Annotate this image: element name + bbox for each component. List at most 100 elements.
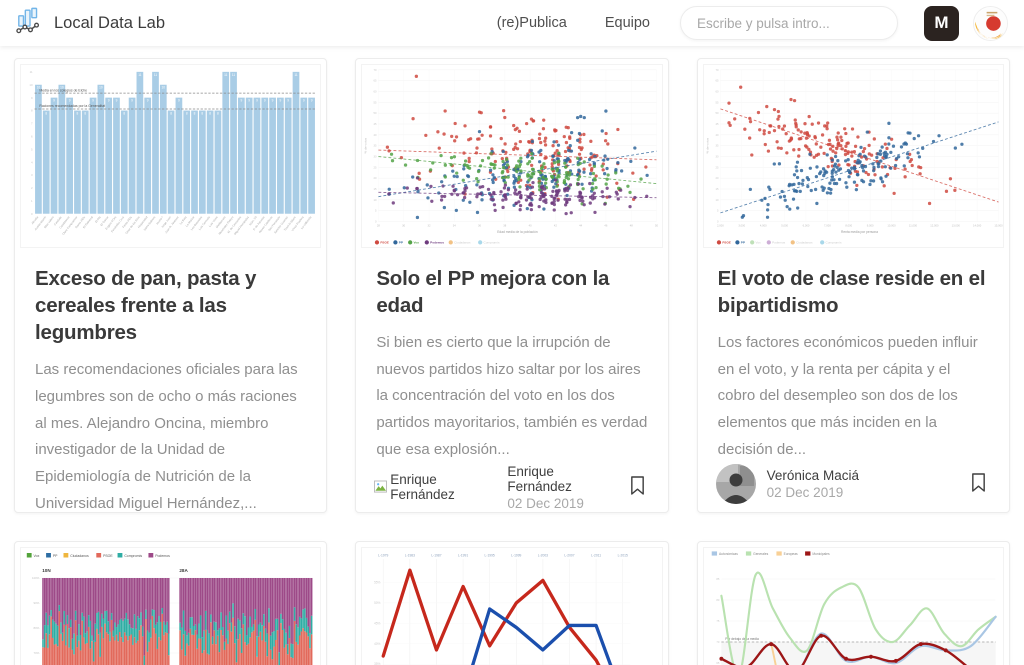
svg-text:20: 20 [374,176,377,180]
svg-text:42: 42 [554,223,557,227]
search-box [680,6,898,40]
svg-text:8,000: 8,000 [845,223,852,227]
svg-text:10: 10 [60,86,64,90]
svg-text:55%: 55% [375,580,381,584]
svg-text:Ciudadanos: Ciudadanos [70,554,89,558]
svg-text:2,000: 2,000 [717,223,724,227]
article-excerpt: Las recomendaciones oficiales para las l… [35,361,298,512]
svg-text:6,000: 6,000 [802,223,809,227]
article-card-participacion[interactable]: 85807570656055Por debajo de la mediaAuto… [696,541,1010,665]
nav-equipo[interactable]: Equipo [604,15,650,31]
article-chart-thumbnail[interactable]: Vox PP Ciudadanos PSOE Compromís Podemos 100% 9… [20,547,322,665]
user-avatar-m[interactable]: M [924,5,959,41]
svg-text:PP: PP [53,554,58,558]
svg-text:30: 30 [374,155,377,159]
article-card-pp-edad[interactable]: 0 5 10 15 20 25 30 35 40 45 50 55 60 65 70 28 30 32 34 36 38… [355,58,669,513]
article-card-voto-clase[interactable]: 0 5 10 15 20 25 30 35 40 45 50 55 60 65 70 2,000 3,000 4,… [696,58,1010,513]
svg-text:9: 9 [279,99,281,103]
svg-text:0: 0 [31,212,33,216]
svg-text:L-1979: L-1979 [378,553,388,557]
svg-text:9: 9 [240,99,242,103]
bookmark-button[interactable] [966,468,991,500]
svg-text:9: 9 [108,99,110,103]
main-nav: (re)Publica Equipo [497,15,650,31]
article-footer: Enrique Fernández Enrique Fernández 02 D… [356,463,667,512]
svg-text:11: 11 [138,73,142,77]
svg-text:11: 11 [224,73,228,77]
article-footer: Verónica Maciá 02 Dec 2019 [698,463,1009,512]
svg-text:Vox: Vox [755,241,761,245]
svg-text:25: 25 [374,165,377,169]
article-card-stacked[interactable]: Vox PP Ciudadanos PSOE Compromís Podemos 100% 9… [14,541,328,665]
svg-text:11: 11 [30,70,33,74]
svg-text:28A: 28A [179,568,188,573]
svg-text:40: 40 [529,223,532,227]
article-title[interactable]: El voto de clase reside en el bipartidis… [717,267,986,318]
svg-text:9: 9 [287,99,289,103]
svg-text:8: 8 [45,111,47,115]
svg-text:Luis Vives: Luis Vives [208,215,219,228]
svg-text:28: 28 [377,223,380,227]
svg-text:55: 55 [715,100,718,104]
svg-text:38: 38 [504,223,507,227]
author-avatar-photo[interactable] [715,463,756,504]
article-chart-thumbnail[interactable]: 85807570656055Por debajo de la mediaAuto… [702,547,1004,665]
bookmark-icon [630,476,644,495]
svg-text:Por debajo de la media: Por debajo de la media [725,637,759,641]
article-chart-thumbnail[interactable]: L-1979 L-1983 L-1987 L-1991 L-1995 L-1999 L-20… [361,547,663,665]
svg-text:30: 30 [715,155,718,159]
author-name[interactable]: Verónica Maciá [766,467,859,483]
svg-text:PP: PP [740,241,744,245]
search-input[interactable] [680,6,898,40]
svg-text:% de votos: % de votos [705,138,709,154]
svg-text:65: 65 [374,79,377,83]
bookmark-icon [972,472,985,492]
svg-text:70%: 70% [34,651,40,655]
svg-text:Ciudadanos: Ciudadanos [796,241,813,245]
article-title[interactable]: Solo el PP mejora con la edad [376,267,610,318]
svg-text:L-1987: L-1987 [432,553,442,557]
svg-text:10: 10 [29,83,33,87]
author-avatar-broken[interactable]: Enrique Fernández [374,472,496,502]
line-chart-pp-psoe: L-1979 L-1983 L-1987 L-1991 L-1995 L-1999 L-20… [375,553,631,665]
svg-text:9: 9 [178,99,180,103]
svg-text:5: 5 [31,147,33,151]
org-logo-avatar[interactable] [973,5,1008,41]
svg-text:Jorge Juan: Jorge Juan [160,215,172,229]
svg-text:9: 9 [272,99,274,103]
svg-text:7: 7 [31,122,33,126]
svg-text:L-1999: L-1999 [512,553,522,557]
svg-text:9: 9 [92,99,94,103]
article-chart-thumbnail[interactable]: 0 5 10 15 20 25 30 35 40 45 50 55 60 65 70 2,000 3,000 4,… [702,64,1004,248]
svg-text:65: 65 [715,79,718,83]
author-name[interactable]: Enrique Fernández [507,463,572,494]
svg-text:Vox: Vox [34,554,40,558]
svg-text:La Marina: La Marina [185,215,196,228]
svg-text:8: 8 [209,111,211,115]
article-chart-thumbnail[interactable]: 0 5 10 15 20 25 30 35 40 45 50 55 60 65 70 28 30 32 34 36 38… [361,64,663,248]
svg-text:Jaume I: Jaume I [155,215,164,226]
svg-text:90%: 90% [34,601,40,605]
nav-republica[interactable]: (re)Publica [496,15,567,31]
site-title[interactable]: Local Data Lab [54,13,165,32]
article-chart-thumbnail[interactable]: 0 1 2 3 4 5 6 7 8 9 10 11 10 Alcudia 8 Ausiàs March 9 Bla… [20,64,322,248]
svg-text:Europeas: Europeas [783,552,797,556]
svg-text:80: 80 [716,598,719,602]
scatter-chart-edad: 0 5 10 15 20 25 30 35 40 45 50 55 60 65 70 28 30 32 34 36 38… [364,68,659,245]
svg-text:Podemos: Podemos [772,241,785,245]
svg-text:L-2011: L-2011 [591,553,601,557]
svg-text:11: 11 [232,73,236,77]
svg-text:Mediterrani: Mediterrani [215,215,227,229]
svg-text:% de votos: % de votos [364,138,368,154]
broken-image-icon [374,480,388,493]
bookmark-button[interactable] [625,471,650,503]
svg-text:L-2003: L-2003 [538,553,548,557]
article-card-lineas-pp-psoe[interactable]: L-1979 L-1983 L-1987 L-1991 L-1995 L-1999 L-20… [355,541,669,665]
svg-text:8: 8 [217,111,219,115]
article-title[interactable]: Exceso de pan, pasta y cereales frente a… [35,267,257,345]
svg-text:35: 35 [374,144,377,148]
svg-text:9: 9 [116,99,118,103]
brand[interactable]: Local Data Lab [16,7,165,39]
svg-text:35: 35 [715,144,718,148]
article-card-legumbres[interactable]: 0 1 2 3 4 5 6 7 8 9 10 11 10 Alcudia 8 Ausiàs March 9 Bla… [14,58,328,513]
